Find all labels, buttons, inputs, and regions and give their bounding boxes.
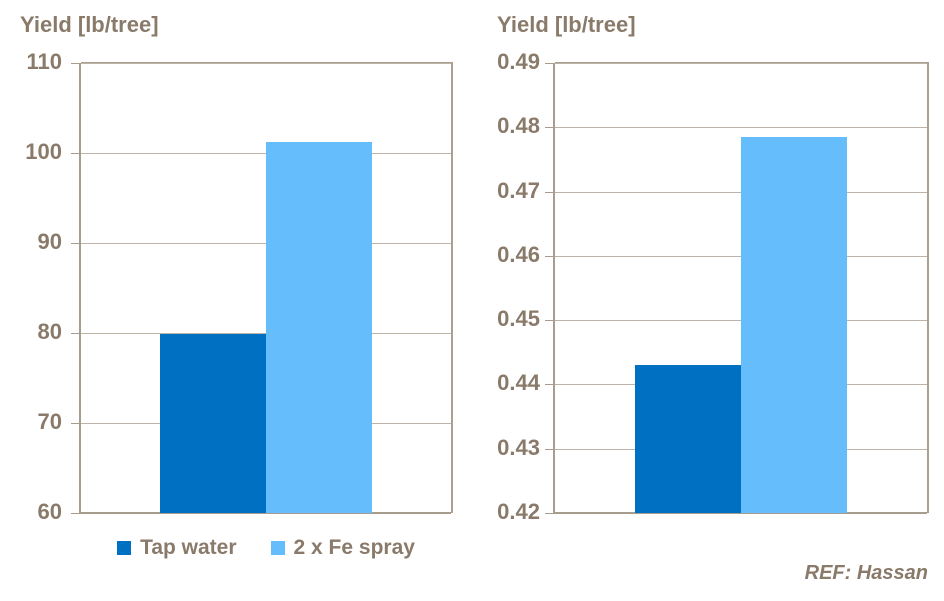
y-tick-label: 0.44 <box>497 370 540 395</box>
tap-water-swatch-icon <box>117 541 132 555</box>
bar-tap-water <box>635 365 741 513</box>
y-axis-tick <box>545 449 554 450</box>
y-axis-line <box>553 63 555 513</box>
y-axis-tick <box>71 243 80 244</box>
y-axis-tick <box>545 192 554 193</box>
y-tick-label: 0.47 <box>497 178 540 203</box>
legend: Tap water 2 x Fe spray <box>81 536 451 560</box>
bar-tap-water <box>160 334 266 513</box>
y-tick-label: 70 <box>37 409 62 434</box>
y-axis-tick <box>545 320 554 321</box>
y-axis-tick <box>71 63 80 64</box>
y-axis-tick <box>545 63 554 64</box>
plot-area-right <box>545 62 929 514</box>
x-axis-line <box>553 512 927 514</box>
legend-item-tap-water: Tap water <box>117 536 237 560</box>
y-tick-label: 0.43 <box>497 435 540 460</box>
y-axis-tick <box>545 256 554 257</box>
y-tick-label: 0.45 <box>497 306 540 331</box>
y-tick-label: 0.46 <box>497 242 540 267</box>
y-axis-tick <box>545 127 554 128</box>
x-axis-line <box>79 512 451 514</box>
y-axis-line <box>79 63 81 513</box>
y-tick-label: 90 <box>37 229 62 254</box>
y-tick-label: 100 <box>25 139 62 164</box>
plot-area-left <box>71 62 453 514</box>
bar-2-x-fe-spray <box>741 137 847 513</box>
legend-label-tap-water: Tap water <box>140 536 237 559</box>
y-tick-label: 80 <box>37 319 62 344</box>
chart-title-left: Yield [lb/tree] <box>20 12 159 37</box>
y-axis-tick <box>545 513 554 514</box>
y-axis-tick <box>71 513 80 514</box>
y-tick-label: 60 <box>37 499 62 524</box>
y-tick-label: 0.49 <box>497 49 540 74</box>
gridline <box>555 63 927 64</box>
y-axis-tick <box>71 333 80 334</box>
gridline <box>555 127 927 128</box>
gridline <box>81 63 451 64</box>
y-axis-tick <box>71 423 80 424</box>
bar-2-x-fe-spray <box>266 142 372 513</box>
y-tick-label: 0.48 <box>497 113 540 138</box>
y-axis-tick <box>71 153 80 154</box>
fe-spray-swatch-icon <box>270 541 285 555</box>
y-tick-label: 110 <box>26 49 63 74</box>
y-tick-label: 0.42 <box>497 499 540 524</box>
chart-title-right: Yield [lb/tree] <box>497 12 636 37</box>
reference-text: REF: Hassan <box>804 562 928 584</box>
y-axis-tick <box>545 384 554 385</box>
legend-item-fe-spray: 2 x Fe spray <box>270 536 415 560</box>
legend-label-fe-spray: 2 x Fe spray <box>293 536 415 559</box>
